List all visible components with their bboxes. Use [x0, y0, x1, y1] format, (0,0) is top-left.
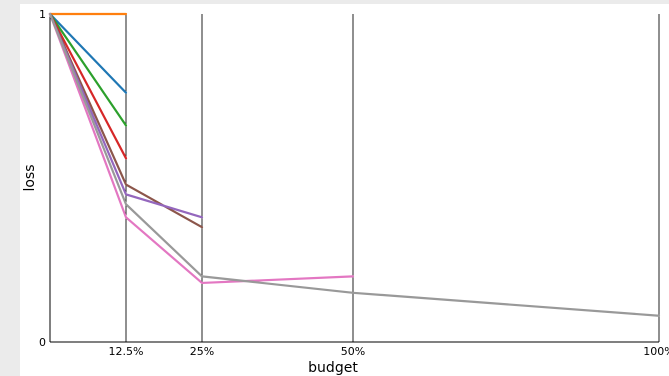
series-line-4 [48, 12, 128, 160]
y-tick-label-1: 0 [39, 336, 46, 349]
series-line-8 [48, 12, 661, 317]
series-line-6 [48, 12, 204, 219]
chart-panel: 12.5% 25% 50% 100% 0 1 budget loss [20, 4, 669, 376]
series-line-7 [48, 12, 355, 285]
x-tick-label-1: 12.5% [109, 345, 144, 358]
x-tick-label-2: 25% [190, 345, 214, 358]
series-line-2 [48, 12, 128, 94]
y-tick-label-2: 1 [39, 8, 46, 21]
y-axis-title: loss [22, 164, 38, 191]
loss-budget-chart: 12.5% 25% 50% 100% 0 1 budget loss [22, 8, 669, 376]
x-tick-label-3: 50% [341, 345, 365, 358]
x-axis-title: budget [308, 360, 358, 376]
series-line-3 [48, 12, 128, 127]
series-line-5 [48, 12, 204, 229]
x-tick-label-4: 100% [643, 345, 669, 358]
